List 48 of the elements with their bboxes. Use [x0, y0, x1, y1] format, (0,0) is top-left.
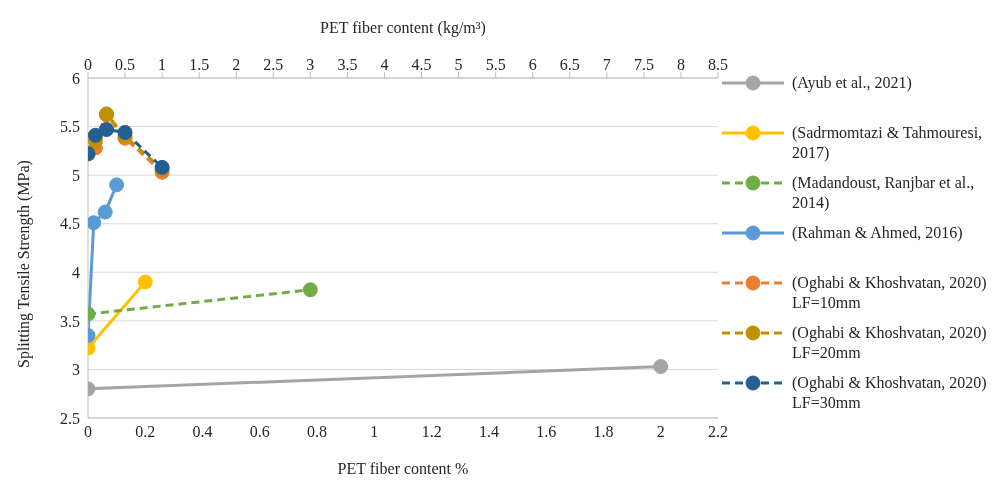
- x2-tick-label: 8: [676, 56, 685, 73]
- x2-tick-label: 2: [232, 56, 241, 73]
- y-tick-label: 4.5: [60, 215, 80, 233]
- x-tick-label: 1.8: [593, 423, 614, 441]
- y-tick-label: 2.5: [60, 409, 80, 427]
- legend-label: (Oghabi & Khoshvatan, 2020) LF=30mm: [792, 373, 988, 413]
- x2-tick-label: 0.5: [115, 56, 136, 73]
- y-tick-label: 5.5: [60, 118, 80, 136]
- x2-tick-label: 4.5: [411, 56, 432, 73]
- y-tick-label: 3: [72, 361, 80, 379]
- x2-tick-label: 6: [528, 56, 537, 73]
- x2-tick-label: 7: [602, 56, 611, 73]
- x2-tick-label: 5.5: [485, 56, 506, 73]
- x-tick-label: 2: [656, 423, 665, 441]
- x-tick-label: 0: [84, 423, 92, 441]
- legend-label: (Oghabi & Khoshvatan, 2020) LF=20mm: [792, 323, 988, 363]
- legend-label: (Sadrmomtazi & Tahmouresi, 2017): [792, 123, 984, 163]
- x2-tick-label: 1: [158, 56, 167, 73]
- x2-tick-label: 3: [306, 56, 315, 73]
- x2-tick-label: 7.5: [633, 56, 654, 73]
- legend-label: (Ayub et al., 2021): [792, 73, 912, 93]
- legend-label: (Madandoust, Ranjbar et al., 2014): [792, 173, 976, 213]
- x2-tick-label: 4: [380, 56, 389, 73]
- y-tick-label: 3.5: [60, 312, 80, 330]
- x2-tick-label: 3.5: [337, 56, 358, 73]
- x-tick-label: 0.4: [192, 423, 213, 441]
- x2-tick-label: 2.5: [263, 56, 284, 73]
- x2-tick-label: 5: [454, 56, 463, 73]
- x2-axis-title: PET fiber content (kg/m³): [320, 19, 486, 38]
- x-tick-label: 0.8: [307, 423, 328, 441]
- x-tick-label: 0.2: [135, 423, 156, 441]
- x-tick-label: 2.2: [708, 423, 728, 441]
- x2-tick-label: 8.5: [708, 56, 728, 73]
- x-tick-label: 0.6: [249, 423, 270, 441]
- legend-label: (Rahman & Ahmed, 2016): [792, 223, 963, 243]
- x-tick-label: 1.2: [421, 423, 442, 441]
- x2-tick-label: 1.5: [189, 56, 210, 73]
- x-tick-label: 1.4: [478, 423, 499, 441]
- y-tick-label: 4: [72, 263, 80, 281]
- y-axis-title: Splitting Tensile Strength (MPa): [14, 160, 33, 368]
- x-tick-label: 1.6: [536, 423, 557, 441]
- y-tick-label: 5: [72, 166, 80, 184]
- x2-tick-label: 6.5: [559, 56, 580, 73]
- x-tick-label: 1: [370, 423, 379, 441]
- legend-label: (Oghabi & Khoshvatan, 2020) LF=10mm: [792, 273, 988, 313]
- y-tick-label: 6: [72, 69, 80, 87]
- x2-tick-label: 0: [84, 56, 92, 73]
- x-axis-title: PET fiber content %: [337, 460, 469, 477]
